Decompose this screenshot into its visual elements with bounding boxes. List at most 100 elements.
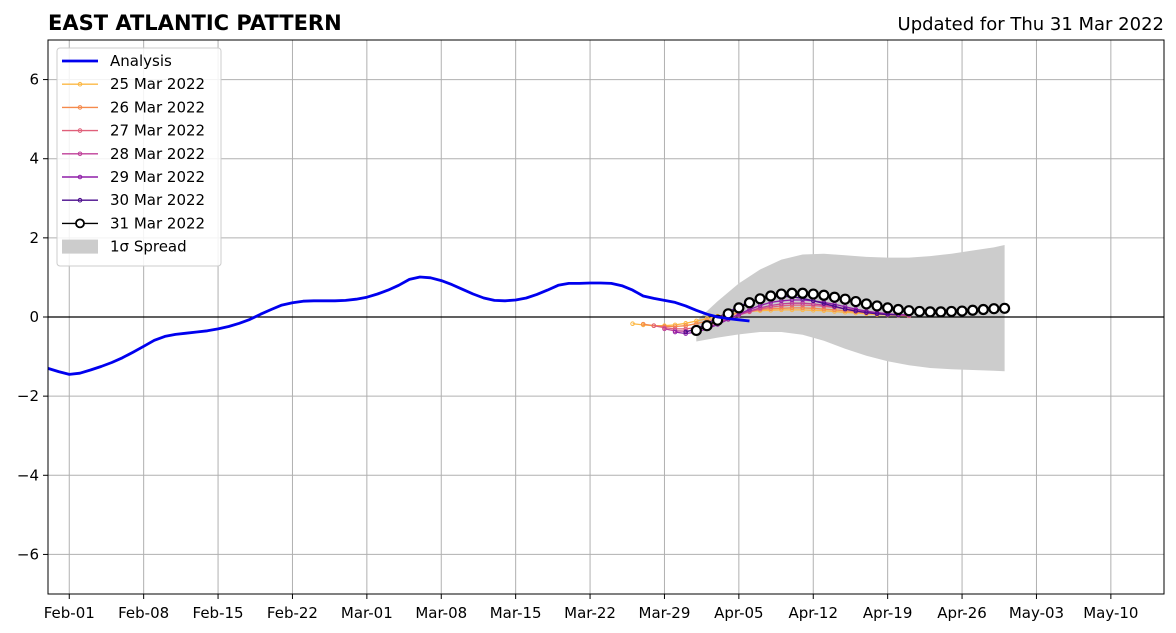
legend-entry: 28 Mar 2022 [62, 145, 205, 163]
y-tick-label: −6 [17, 545, 39, 563]
forecast-point [810, 305, 816, 311]
forecast-point [842, 306, 848, 312]
x-tick-label: Apr-05 [714, 604, 764, 622]
legend-label: 25 Mar 2022 [110, 75, 205, 93]
forecast-point [701, 320, 713, 332]
y-tick-label: 2 [29, 229, 39, 247]
legend-entry: 27 Mar 2022 [62, 122, 205, 140]
forecast-point [988, 303, 1000, 315]
x-tick-label: Feb-01 [44, 604, 95, 622]
x-tick-label: Mar-22 [564, 604, 616, 622]
forecast-point [662, 326, 667, 332]
forecast-point [640, 321, 646, 327]
chart-subtitle: Updated for Thu 31 Mar 2022 [898, 14, 1164, 35]
forecast-point [864, 310, 869, 315]
forecast-point [924, 306, 936, 318]
legend-marker [75, 218, 85, 229]
legend: Analysis 25 Mar 2022 26 Mar 2022 27 Mar 202… [56, 47, 222, 267]
x-tick-label: May-10 [1083, 604, 1138, 622]
forecast-point [882, 302, 894, 314]
x-tick-label: Mar-15 [490, 604, 542, 622]
forecast-point [821, 301, 827, 306]
legend-entry: 31 Mar 2022 [62, 214, 205, 232]
legend-label: 26 Mar 2022 [110, 98, 205, 116]
forecast-point [913, 305, 926, 318]
forecast-point [690, 324, 702, 337]
legend-entry: 30 Mar 2022 [62, 191, 205, 209]
forecast-point [977, 303, 989, 316]
forecast-point [860, 298, 873, 310]
forecast-point [694, 318, 699, 324]
x-tick-label: Feb-22 [267, 604, 318, 622]
x-tick-label: Feb-08 [118, 604, 169, 622]
forecast-point [998, 302, 1011, 314]
forecast-point [818, 289, 830, 301]
forecast-point [797, 287, 809, 299]
forecast-point [630, 321, 635, 327]
forecast-point [828, 291, 841, 303]
analysis-line [47, 275, 750, 376]
forecast-point [839, 293, 851, 305]
forecast-point [743, 297, 756, 309]
legend-box [56, 47, 222, 267]
legend-marker [77, 105, 83, 110]
x-axis-ticks: Feb-01 Feb-08 Feb-15 Feb-22 Mar-01 Mar-08 Mar-… [44, 594, 1138, 622]
chart-title: EAST ATLANTIC PATTERN [48, 11, 342, 35]
forecast-point [892, 303, 904, 316]
legend-marker [77, 128, 83, 133]
legend-marker [77, 174, 83, 180]
legend-marker [77, 151, 83, 157]
legend-entry: 25 Mar 2022 [62, 75, 205, 93]
forecast-point [807, 288, 819, 300]
legend-label: Analysis [110, 52, 172, 70]
y-tick-label: 4 [29, 150, 39, 168]
forecast-series [630, 287, 1011, 337]
x-tick-label: Feb-15 [193, 604, 244, 622]
y-tick-label: −4 [17, 466, 39, 484]
x-tick-label: Mar-01 [341, 604, 393, 622]
forecast-point [754, 293, 766, 305]
forecast-point [871, 300, 883, 312]
forecast-point [651, 323, 657, 329]
legend-entry: 1σ Spread [62, 238, 187, 256]
x-tick-label: May-03 [1009, 604, 1064, 622]
forecast-line [675, 299, 909, 335]
legend-label: 28 Mar 2022 [110, 145, 205, 163]
x-tick-label: Mar-08 [415, 604, 467, 622]
plot-area [47, 39, 1165, 595]
forecast-point [672, 329, 678, 335]
forecast-point [786, 287, 798, 299]
x-tick-label: Apr-12 [789, 604, 839, 622]
x-tick-label: Apr-19 [863, 604, 913, 622]
forecast-point [874, 311, 880, 317]
legend-label: 1σ Spread [110, 238, 187, 256]
forecast-point [789, 305, 795, 311]
legend-items: Analysis 25 Mar 2022 26 Mar 2022 27 Mar 202… [62, 52, 205, 256]
forecast-point [903, 305, 915, 317]
forecast-point [733, 302, 745, 314]
forecast-point [956, 305, 968, 317]
y-tick-label: 0 [29, 308, 39, 326]
forecast-point [853, 308, 859, 314]
forecast-point [935, 306, 947, 318]
forecast-point [765, 290, 777, 302]
legend-label: 31 Mar 2022 [110, 214, 205, 232]
legend-swatch [62, 239, 98, 254]
legend-label: 27 Mar 2022 [110, 122, 205, 140]
forecast-point [850, 295, 862, 308]
forecast-point [800, 305, 805, 311]
legend-marker [77, 81, 83, 87]
legend-label: 29 Mar 2022 [110, 168, 205, 186]
x-tick-label: Mar-29 [639, 604, 691, 622]
legend-label: 30 Mar 2022 [110, 191, 205, 209]
forecast-point [683, 329, 689, 335]
forecast-series-7 [690, 287, 1011, 337]
forecast-point [775, 288, 787, 300]
forecast-point [832, 304, 837, 309]
x-tick-label: Apr-26 [937, 604, 987, 622]
legend-entry: Analysis [62, 52, 172, 70]
forecast-point [945, 305, 958, 318]
legend-marker [77, 197, 83, 203]
legend-entry: 26 Mar 2022 [62, 98, 205, 116]
